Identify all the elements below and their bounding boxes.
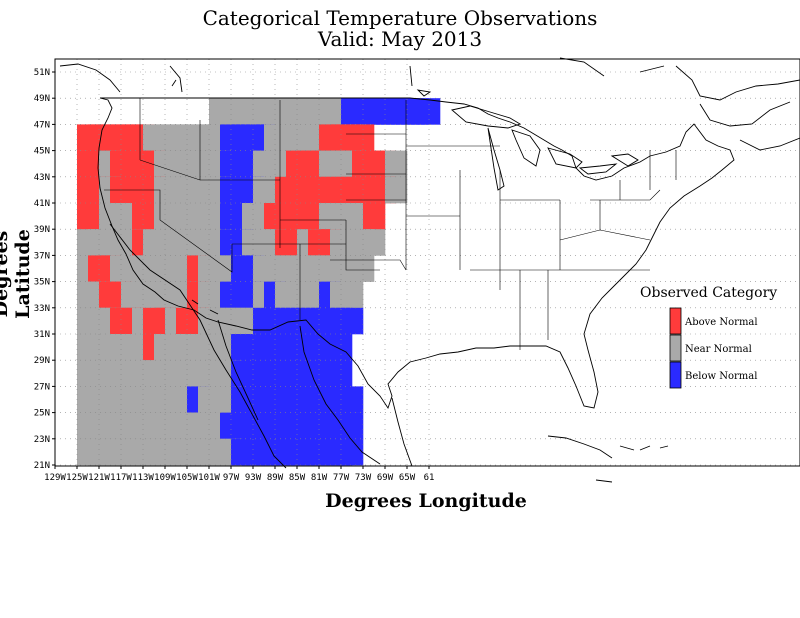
grid-cell [341,386,364,413]
x-tick-label: 89W [267,473,284,483]
x-tick-label: 93W [245,473,262,483]
y-tick-label: 41N [34,199,50,209]
y-tick-label: 21N [34,461,50,471]
y-tick-label: 23N [34,435,50,445]
x-tick-label: 121W [88,473,110,483]
x-axis-label: Degrees Longitude [325,490,527,512]
y-tick-label: 33N [34,304,50,314]
y-tick-label: 29N [34,356,50,366]
y-tick-label: 25N [34,409,50,419]
grid-cell [363,229,386,256]
x-tick-label: 113W [132,473,154,483]
legend-swatch [669,361,682,389]
x-tick-label: 101W [198,473,220,483]
x-tick-label: 61 [424,473,435,483]
x-tick-label: 105W [176,473,198,483]
y-tick-label: 27N [34,382,50,392]
x-tick-label: 129W [44,473,66,483]
legend-label: Near Normal [685,344,752,355]
y-tick-label: 31N [34,330,50,340]
grid-cell [385,176,408,204]
x-tick-label: 125W [66,473,88,483]
grid-cell [341,438,364,466]
grid-cell [385,150,408,178]
y-tick-label: 51N [34,68,50,78]
grid-cell [341,412,364,440]
x-tick-label: 85W [289,473,306,483]
state-borders [104,98,677,350]
y-axis-label: Degrees Latitude [0,229,34,319]
baja-islands [171,79,432,315]
x-tick-label: 109W [154,473,176,483]
grid-cell [341,281,364,309]
legend-swatch [669,334,682,362]
grid-cell [330,360,353,387]
x-tick-label: 81W [311,473,328,483]
mexico-coast [109,223,413,469]
longitude-ticks: 129W 125W 121W 117W 113W 109W 105W 101W 97W 93W 89… [44,466,434,483]
x-tick-label: 69W [377,473,394,483]
great-lakes [451,105,639,191]
y-tick-label: 39N [34,225,50,235]
us-outline [97,97,735,410]
y-tick-label: 37N [34,251,50,261]
canada-coast [59,57,800,151]
map-subtitle: Valid: May 2013 [317,27,483,51]
x-tick-label: 65W [399,473,416,483]
cuba-caribbean [547,435,669,483]
grid-cell [352,124,375,151]
grid-cell [418,98,441,125]
y-tick-label: 43N [34,173,50,183]
legend: Observed Category Above Normal Near Norma… [640,285,777,389]
legend-swatch [669,307,682,335]
legend-items: Above Normal Near Normal Below Normal [669,307,758,389]
x-tick-label: 77W [333,473,350,483]
y-tick-label: 47N [34,120,50,130]
map-frame [54,58,800,467]
y-tick-label: 45N [34,147,50,157]
x-tick-label: 117W [110,473,132,483]
legend-label: Above Normal [684,317,758,328]
x-tick-label: 97W [223,473,240,483]
grid-cell [352,255,375,282]
grid-cell [363,203,386,230]
y-tick-label: 35N [34,278,50,288]
latitude-ticks: 51N 49N 47N 45N 43N 41N 39N 37N 35N 33N 31N 29N 27N 2… [34,68,55,471]
map-title: Categorical Temperature Observations [202,6,598,30]
y-tick-label: 49N [34,94,50,104]
legend-title: Observed Category [640,285,777,301]
x-tick-label: 73W [355,473,372,483]
grid-cell [341,307,364,335]
legend-label: Below Normal [685,371,757,382]
coastline-outline [59,57,800,483]
grid-cell [330,334,353,361]
